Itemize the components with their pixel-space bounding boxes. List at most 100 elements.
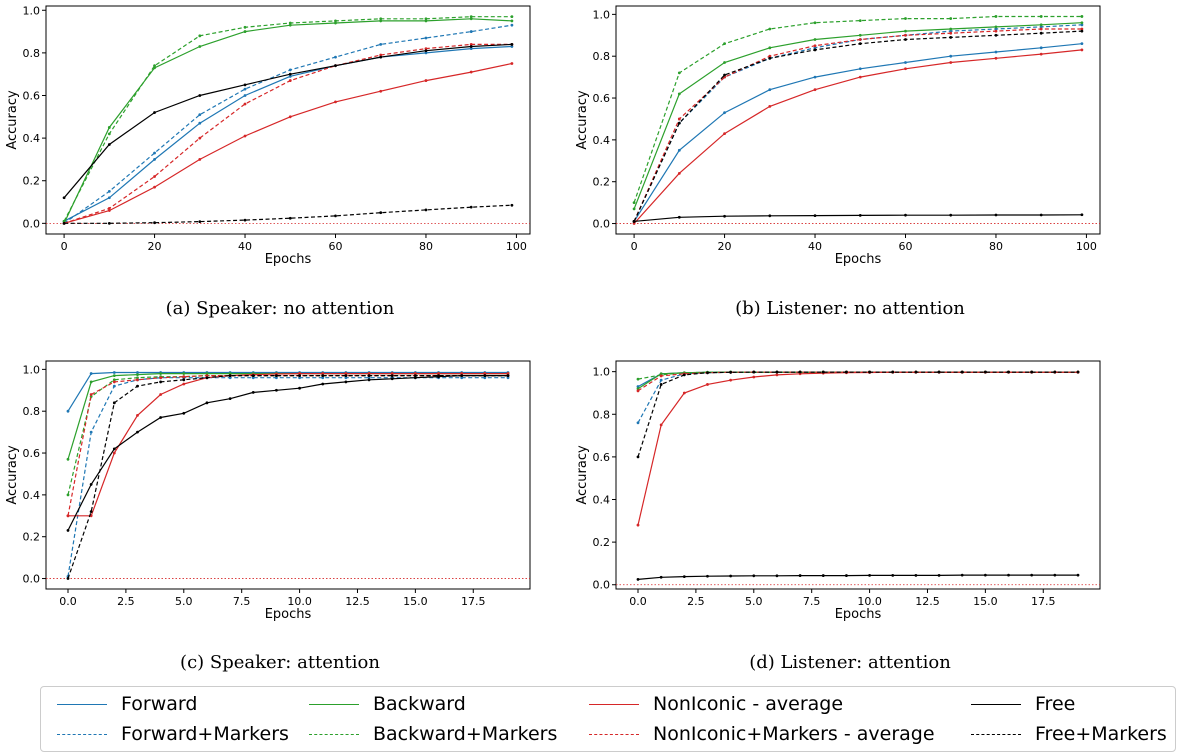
data-point-free (983, 370, 987, 374)
data-point-noniconic (632, 222, 636, 225)
data-point-free (159, 380, 163, 384)
x-tick-label: 60 (328, 240, 342, 253)
data-point-free (821, 370, 825, 374)
x-tick-label: 15.0 (403, 595, 428, 608)
data-point-noniconic (153, 185, 156, 189)
plot-frame (45, 360, 531, 590)
data-point-free (1039, 31, 1043, 35)
data-point-free (107, 221, 111, 225)
legend-swatch-backward (309, 703, 359, 705)
data-point-free (891, 573, 895, 577)
data-point-noniconic (298, 372, 301, 375)
data-point-free (182, 411, 186, 415)
data-point-backward (159, 372, 163, 375)
y-tick-label: 0.8 (23, 405, 41, 418)
data-point-noniconic (413, 372, 417, 375)
data-point-noniconic (112, 380, 116, 384)
data-point-free (89, 483, 93, 486)
data-point-forward (858, 67, 862, 71)
data-point-free (1076, 370, 1080, 374)
x-tick-label: 40 (808, 240, 822, 253)
chart-listener-attention: 0.0 2.5 5.0 7.5 10.0 12.5 15.0 17.5 0.0 0.2 0.4 0.6… (575, 360, 1101, 622)
data-point-noniconic (288, 79, 292, 82)
series-line-noniconic (68, 373, 508, 517)
data-point-forward (949, 54, 953, 58)
data-point-noniconic (288, 115, 292, 119)
data-point-forward (424, 51, 428, 55)
data-point-backward (723, 42, 726, 46)
data-point-forward (813, 46, 817, 50)
data-point-free (1080, 213, 1084, 217)
data-point-free (752, 370, 756, 374)
data-point-noniconic (1080, 27, 1084, 31)
y-axis-label: Accuracy (575, 445, 590, 505)
legend-item-free-markers: Free+Markers (971, 723, 1167, 745)
data-point-forward (506, 376, 510, 380)
data-point-forward (677, 148, 681, 152)
data-point-noniconic (469, 70, 473, 74)
data-point-forward (107, 196, 111, 200)
data-point-forward (198, 113, 202, 117)
data-point-noniconic (752, 375, 756, 379)
series-line-forward-markers (637, 371, 1078, 424)
y-axis-label: Accuracy (575, 90, 590, 150)
data-point-forward (89, 372, 93, 375)
data-point-free (228, 397, 232, 401)
data-point-backward (205, 372, 209, 375)
x-tick-label: 15.0 (973, 595, 998, 608)
data-point-noniconic (510, 62, 514, 65)
y-tick-label: 0.6 (23, 447, 41, 460)
data-point-free (460, 374, 464, 378)
series-line-free (63, 43, 512, 199)
data-point-free (632, 220, 636, 223)
chart-speaker-attention: 0.0 2.5 5.0 7.5 10.0 12.5 15.0 17.5 0.0 0.2 0.4 0.6… (5, 360, 531, 622)
data-point-free (298, 386, 301, 390)
data-point-free (1039, 213, 1043, 217)
data-point-noniconic (636, 523, 640, 527)
data-point-noniconic (768, 54, 772, 58)
data-point-forward (636, 421, 640, 425)
x-tick-label: 10.0 (287, 595, 312, 608)
x-tick-label: 7.5 (803, 595, 821, 608)
data-point-backward (66, 457, 70, 461)
legend-label-backward-markers: Backward+Markers (373, 723, 558, 745)
data-point-free (136, 430, 139, 434)
data-point-free (424, 49, 428, 53)
series-line-free-markers (67, 375, 508, 579)
data-point-free (659, 383, 663, 386)
data-point-noniconic (506, 372, 510, 375)
data-point-backward (723, 61, 726, 64)
legend: Forward Backward NonIconic - average Fre… (40, 686, 1176, 752)
data-point-free (904, 213, 907, 217)
data-point-forward (275, 376, 278, 380)
data-point-backward (469, 17, 473, 21)
data-point-free (510, 42, 514, 46)
data-point-noniconic (334, 100, 337, 104)
legend-item-backward: Backward (309, 693, 466, 715)
data-point-backward (949, 17, 953, 20)
data-point-forward (768, 88, 772, 92)
data-point-noniconic (677, 171, 681, 175)
data-point-backward (334, 19, 337, 23)
data-point-free (682, 575, 686, 579)
data-point-free (344, 374, 348, 378)
data-point-free (775, 574, 779, 578)
legend-item-noniconic-markers: NonIconic+Markers - average (589, 723, 935, 745)
data-point-noniconic (198, 136, 202, 140)
legend-swatch-free (971, 703, 1021, 705)
data-point-noniconic (460, 372, 464, 375)
x-tick-label: 60 (898, 240, 912, 253)
data-point-noniconic (768, 105, 772, 108)
data-point-free (424, 208, 428, 212)
series-line-free (634, 214, 1082, 222)
data-point-noniconic (813, 88, 817, 92)
data-point-free (1053, 370, 1057, 374)
data-point-noniconic (949, 31, 953, 35)
data-point-noniconic (112, 451, 116, 455)
caption-b: (b) Listener: no attention (735, 298, 965, 319)
data-point-backward (89, 380, 93, 384)
data-point-noniconic (321, 372, 325, 375)
data-point-forward (228, 376, 232, 380)
data-point-forward (813, 75, 817, 79)
data-point-free (1007, 573, 1010, 577)
